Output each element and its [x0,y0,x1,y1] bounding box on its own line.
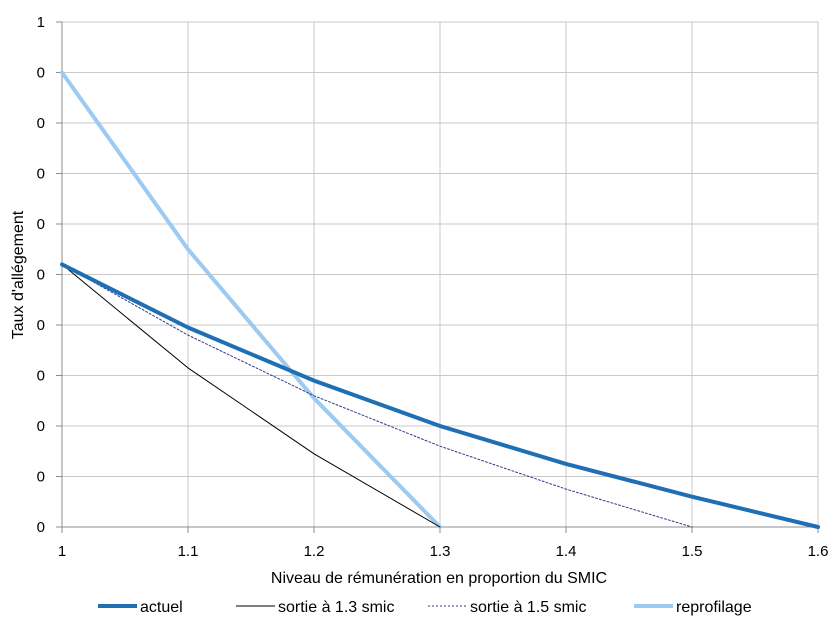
y-tick-label: 0 [37,65,45,82]
x-tick-label: 1.3 [430,543,451,560]
y-tick-label: 0 [37,368,45,385]
y-tick-label: 0 [37,166,45,183]
axes [56,21,819,533]
y-tick-label: 0 [37,317,45,334]
x-tick-label: 1.6 [808,543,829,560]
x-tick-label: 1.2 [304,543,325,560]
y-tick-label: 1 [37,14,45,31]
legend-label-1: actuel [140,599,183,616]
y-tick-label: 0 [37,115,45,132]
y-tick-label: 0 [37,267,45,284]
legend-label-3: sortie à 1.5 smic [470,599,586,616]
x-tick-label: 1.4 [556,543,577,560]
y-tick-label: 0 [37,519,45,536]
y-tick-label: 0 [37,216,45,233]
grid-lines [62,21,819,527]
x-tick-label: 1.5 [682,543,703,560]
series-line-4 [60,70,442,529]
x-tick-labels: 1 1.1 1.2 1.3 1.4 1.5 1.6 [58,543,829,560]
legend: actuel sortie à 1.3 smic sortie à 1.5 smic… [98,599,752,616]
x-axis-label: Niveau de rémunération en proportion du … [271,570,607,587]
y-tick-label: 0 [37,418,45,435]
x-tick-label: 1 [58,543,66,560]
legend-label-4: reprofilage [676,599,752,616]
y-tick-label: 0 [37,469,45,486]
series-lines [60,70,820,529]
series-line-2 [61,263,441,528]
series-line-1 [60,262,820,529]
y-axis-label: Taux d'allégement [10,210,27,339]
x-tick-label: 1.1 [178,543,199,560]
legend-label-2: sortie à 1.3 smic [278,599,394,616]
series-line-3 [61,263,693,528]
y-tick-labels: 0 0 0 0 0 0 0 0 0 0 1 [37,14,45,536]
